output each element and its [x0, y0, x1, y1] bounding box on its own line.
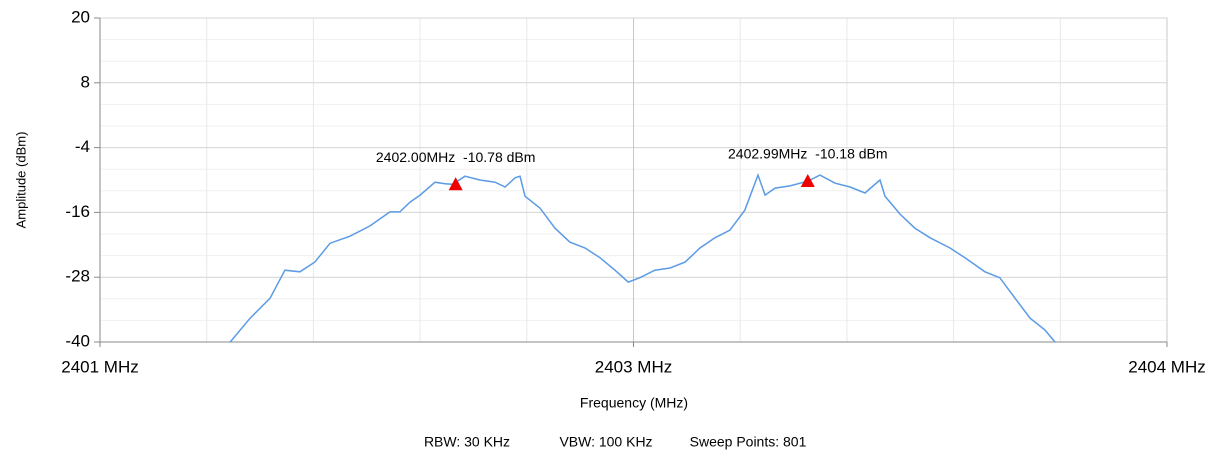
y-tick-label: 8 — [81, 72, 90, 91]
x-tick-label: 2404 MHz — [1128, 357, 1205, 376]
footer-rbw: RBW: 30 KHz — [424, 434, 510, 450]
y-tick-label: -16 — [65, 202, 90, 221]
trace — [229, 172, 1056, 343]
y-axis-label: Amplitude (dBm) — [13, 132, 28, 229]
y-tick-label: -28 — [65, 267, 90, 286]
peak-marker — [800, 173, 815, 187]
footer-vbw: VBW: 100 KHz — [559, 434, 652, 450]
peak-label: 2402.99MHz -10.18 dBm — [728, 146, 888, 162]
footer-sweep: Sweep Points: 801 — [690, 434, 807, 450]
peak-label: 2402.00MHz -10.78 dBm — [376, 149, 536, 165]
x-tick-label: 2401 MHz — [61, 357, 138, 376]
y-tick-label: -4 — [75, 137, 90, 156]
x-tick-label: 2403 MHz — [595, 357, 672, 376]
x-axis-label: Frequency (MHz) — [580, 395, 688, 411]
y-tick-label: 20 — [71, 7, 90, 26]
y-tick-label: -40 — [65, 331, 90, 350]
peak-marker — [448, 177, 463, 191]
